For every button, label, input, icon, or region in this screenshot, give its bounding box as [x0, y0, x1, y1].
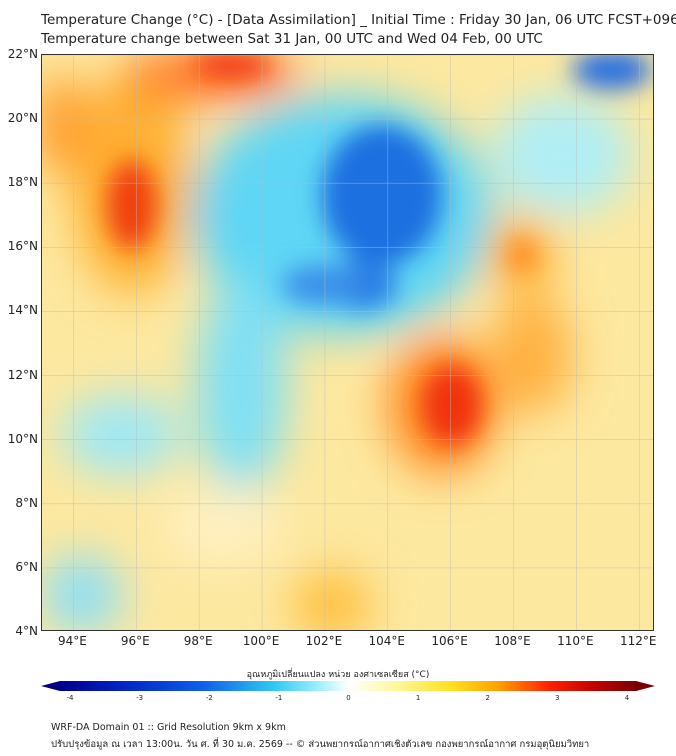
lon-label: 108°E: [494, 634, 531, 648]
colorbar-tick-label: -1: [275, 694, 283, 702]
lon-label: 100°E: [242, 634, 280, 648]
map-title: Temperature Change (°C) - [Data Assimila…: [41, 12, 676, 28]
graticule: [42, 55, 653, 630]
lat-label: 14°N: [7, 303, 38, 318]
lat-label: 22°N: [7, 47, 38, 61]
temperature-change-map: [41, 54, 654, 631]
lat-label: 8°N: [15, 495, 38, 510]
lon-label: 112°E: [620, 634, 657, 648]
colorbar-max-extend-arrow: [636, 681, 655, 691]
colorbar-tick-label: -2: [205, 694, 213, 702]
footer-credit: ปรับปรุงข้อมูล ณ เวลา 13:00น. วัน ศ. ที่…: [51, 739, 590, 750]
colorbar-tick-label: 2: [485, 694, 490, 702]
colorbar-tick-label: 4: [624, 694, 630, 702]
lon-label: 98°E: [183, 634, 213, 648]
colorbar-min-extend-arrow: [41, 681, 60, 691]
lon-label: 94°E: [57, 634, 87, 648]
lat-label: 12°N: [7, 367, 38, 382]
colorbar-tick-label: 3: [555, 694, 560, 702]
lon-label: 104°E: [368, 634, 406, 648]
colorbar-tick-label: 0: [346, 694, 351, 702]
colorbar-title: อุณหภูมิเปลี่ยนแปลง หน่วย องศาเซลเซียส (…: [246, 670, 430, 680]
map-subtitle: Temperature change between Sat 31 Jan, 0…: [41, 31, 543, 47]
lat-label: 16°N: [7, 239, 38, 254]
lat-label: 20°N: [7, 111, 38, 126]
lat-label: 4°N: [15, 624, 38, 638]
lat-label: 6°N: [15, 559, 38, 574]
lon-label: 110°E: [557, 634, 594, 648]
lon-label: 102°E: [305, 634, 343, 648]
lon-label: 106°E: [431, 634, 468, 648]
colorbar-tick-label: -4: [66, 694, 74, 702]
colorbar-tick-label: 1: [415, 694, 421, 702]
lon-label: 96°E: [120, 634, 150, 648]
lat-label: 18°N: [7, 175, 38, 190]
colorbar: [60, 681, 636, 691]
footer-domain-info: WRF-DA Domain 01 :: Grid Resolution 9km …: [51, 722, 286, 733]
temperature-field: [42, 55, 653, 630]
colorbar-tick-label: -3: [136, 694, 144, 702]
lat-label: 10°N: [7, 431, 38, 446]
